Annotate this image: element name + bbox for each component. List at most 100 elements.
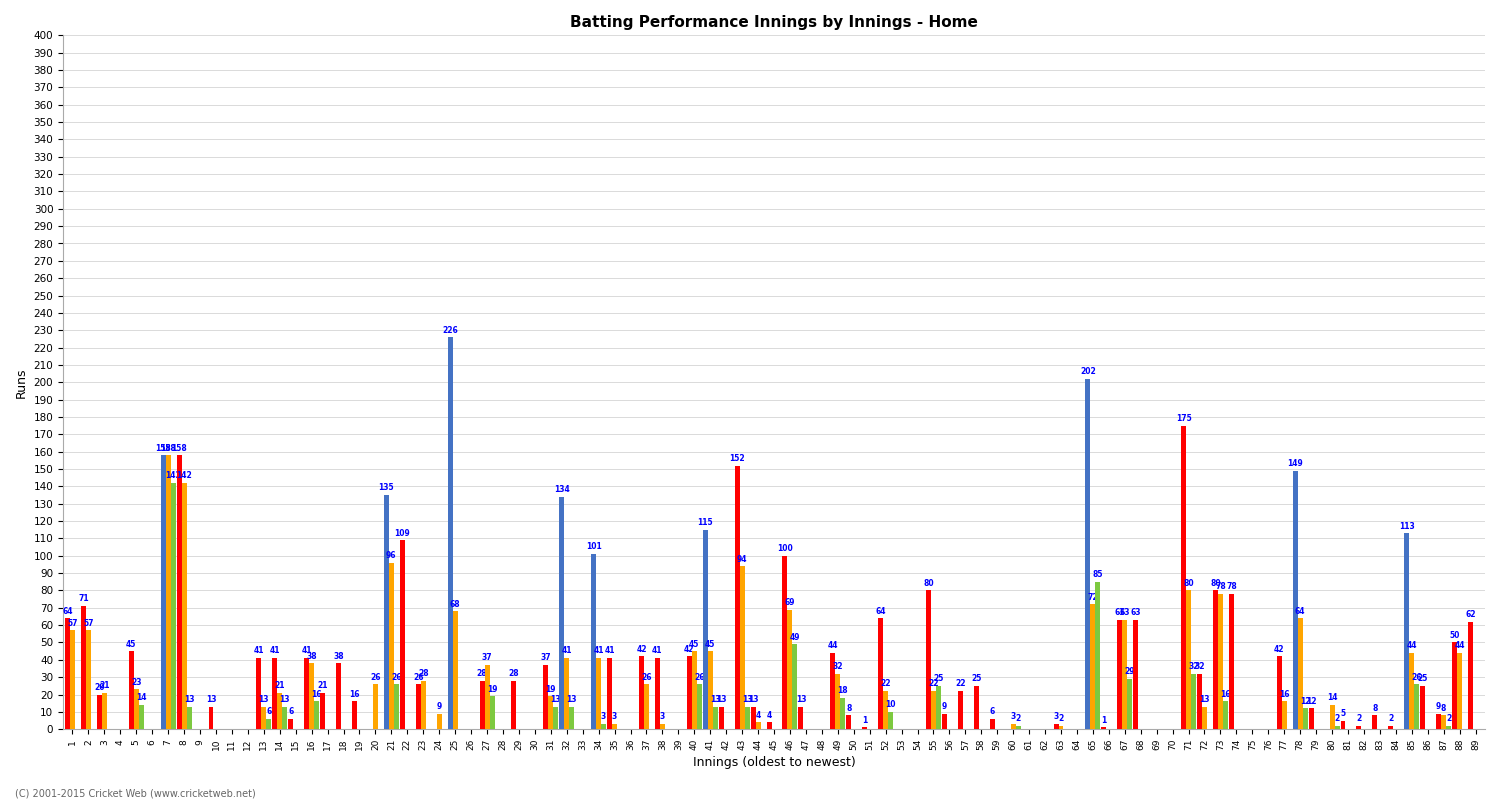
Text: 202: 202 (1080, 367, 1096, 376)
Text: 44: 44 (1455, 642, 1466, 650)
Bar (1356, 726, 1362, 730)
Text: 32: 32 (1188, 662, 1198, 671)
Text: 22: 22 (880, 679, 891, 689)
Bar (1222, 702, 1228, 730)
Text: 38: 38 (333, 652, 344, 661)
Text: 57: 57 (68, 618, 78, 628)
Bar (1128, 679, 1132, 730)
Text: 13: 13 (795, 695, 806, 704)
Text: 226: 226 (442, 326, 458, 334)
Text: 152: 152 (729, 454, 746, 463)
Bar (320, 693, 326, 730)
Text: 41: 41 (594, 646, 604, 655)
Bar (560, 497, 564, 730)
Bar (1059, 726, 1064, 730)
Bar (165, 455, 171, 730)
Bar (602, 724, 606, 730)
Bar (1214, 590, 1218, 730)
Bar (422, 681, 426, 730)
Text: 26: 26 (1412, 673, 1422, 682)
Bar (416, 684, 422, 730)
Bar (81, 606, 86, 730)
Text: 6: 6 (288, 707, 294, 716)
Bar (314, 702, 320, 730)
Text: 80: 80 (1210, 579, 1221, 588)
Text: 9: 9 (436, 702, 442, 711)
Bar (1122, 620, 1128, 730)
Text: 45: 45 (688, 639, 699, 649)
Bar (712, 706, 717, 730)
Bar (134, 690, 140, 730)
Bar (1372, 715, 1377, 730)
Bar (942, 714, 946, 730)
Bar (384, 495, 388, 730)
Bar (1276, 656, 1281, 730)
Text: 63: 63 (1131, 608, 1142, 618)
Bar (608, 658, 612, 730)
Text: 28: 28 (509, 669, 519, 678)
Text: 3: 3 (1053, 713, 1059, 722)
Text: 44: 44 (828, 642, 839, 650)
Bar (484, 665, 489, 730)
Bar (750, 706, 756, 730)
Text: 1: 1 (862, 716, 867, 725)
Bar (273, 658, 278, 730)
Bar (436, 714, 441, 730)
Bar (549, 696, 554, 730)
Text: 10: 10 (885, 700, 896, 710)
Bar (129, 651, 134, 730)
Bar (708, 651, 712, 730)
Text: 113: 113 (1400, 522, 1414, 530)
Bar (98, 694, 102, 730)
Bar (1191, 674, 1196, 730)
Text: 13: 13 (748, 695, 759, 704)
Text: 41: 41 (561, 646, 572, 655)
Bar (862, 727, 867, 730)
Bar (1335, 726, 1340, 730)
Text: 100: 100 (777, 544, 794, 553)
Bar (388, 562, 394, 730)
Text: 142: 142 (176, 471, 192, 480)
Bar (171, 483, 176, 730)
Text: 22: 22 (928, 679, 939, 689)
Bar (512, 681, 516, 730)
Text: 22: 22 (956, 679, 966, 689)
Text: 13: 13 (710, 695, 720, 704)
Bar (1446, 726, 1450, 730)
Bar (974, 686, 980, 730)
Bar (1341, 721, 1346, 730)
Text: 13: 13 (258, 695, 268, 704)
Text: 14: 14 (1328, 694, 1338, 702)
Text: 25: 25 (970, 674, 981, 683)
Text: 25: 25 (1418, 674, 1428, 683)
Bar (1180, 426, 1186, 730)
Text: 29: 29 (1125, 667, 1136, 676)
Text: 3: 3 (660, 713, 664, 722)
Bar (453, 611, 458, 730)
Text: 109: 109 (394, 529, 410, 538)
Text: 94: 94 (736, 554, 747, 563)
Bar (1202, 706, 1208, 730)
Bar (888, 712, 892, 730)
Text: 63: 63 (1114, 608, 1125, 618)
Text: 23: 23 (130, 678, 141, 686)
Bar (831, 653, 836, 730)
Text: 45: 45 (126, 639, 136, 649)
Bar (282, 706, 286, 730)
Bar (568, 706, 574, 730)
Text: 6: 6 (266, 707, 272, 716)
Text: 41: 41 (652, 646, 663, 655)
Bar (735, 466, 740, 730)
Bar (1053, 724, 1059, 730)
Bar (304, 658, 309, 730)
Text: 85: 85 (1092, 570, 1102, 579)
Bar (1293, 470, 1298, 730)
Text: 19: 19 (488, 685, 498, 694)
Y-axis label: Runs: Runs (15, 367, 28, 398)
Bar (932, 691, 936, 730)
Bar (336, 663, 340, 730)
Text: 78: 78 (1215, 582, 1225, 591)
Bar (1101, 727, 1107, 730)
Text: 13: 13 (279, 695, 290, 704)
Text: 42: 42 (636, 645, 646, 654)
